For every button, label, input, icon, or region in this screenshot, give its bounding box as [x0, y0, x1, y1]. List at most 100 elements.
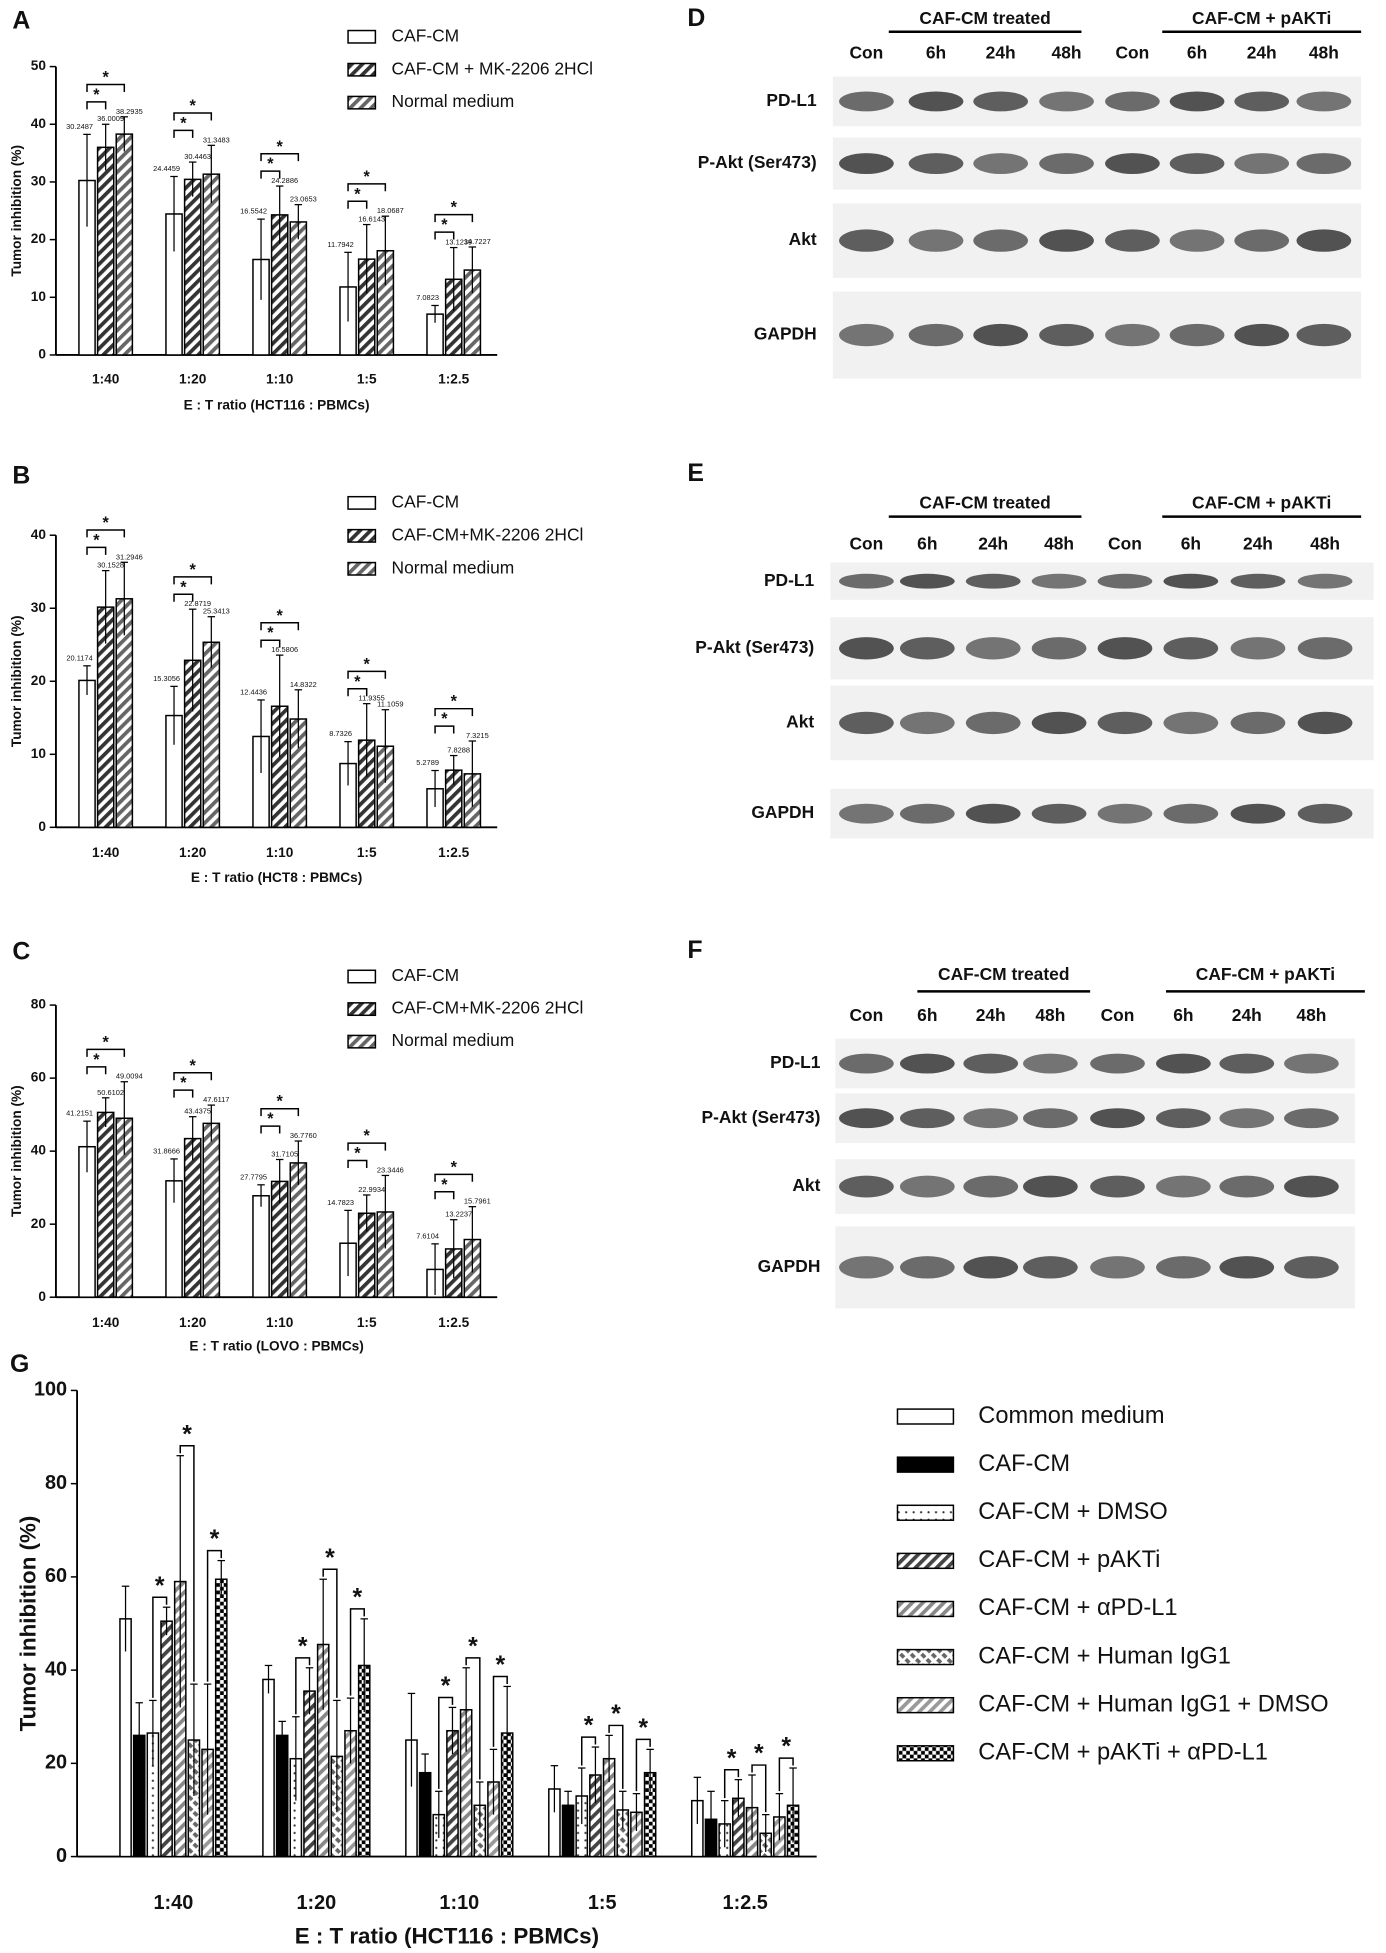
group-label: CAF-CM treated [938, 964, 1069, 984]
legend-label: CAF-CM + MK-2206 2HCl [392, 58, 594, 78]
blot-band [839, 1053, 894, 1074]
y-tick-label: 100 [34, 1379, 67, 1401]
value-label: 20.1174 [66, 653, 92, 662]
y-tick-label: 30 [31, 174, 47, 189]
significance-bracket [347, 687, 368, 697]
blot-band [1234, 229, 1290, 252]
blot-band [908, 229, 964, 252]
value-label: 16.5806 [271, 645, 298, 654]
significance-star: * [103, 514, 110, 532]
blot-band [1284, 1053, 1339, 1074]
significance-star: * [103, 1033, 110, 1051]
significance-star: * [781, 1733, 791, 1761]
significance-bracket [723, 1768, 740, 1799]
significance-star: * [190, 561, 197, 579]
x-tick-label: 1:5 [357, 845, 377, 860]
value-label: 5.2789 [416, 758, 439, 767]
bar [262, 1678, 275, 1858]
row-label: GAPDH [758, 1256, 821, 1276]
significance-bracket [347, 1159, 368, 1168]
blot-band [1297, 637, 1353, 660]
lane-label: 24h [986, 43, 1016, 63]
y-tick-label: 10 [31, 289, 47, 304]
significance-bracket [260, 622, 300, 631]
significance-star: * [180, 114, 187, 132]
lane-label: 24h [1232, 1005, 1262, 1025]
value-label: 23.0653 [290, 195, 317, 204]
blot-band [973, 153, 1029, 174]
blot-band [1169, 229, 1225, 252]
y-tick-label: 10 [31, 746, 47, 761]
significance-bracket [608, 1724, 624, 1789]
value-label: 11.1059 [377, 700, 403, 709]
y-tick-label: 0 [38, 347, 46, 362]
blot-band [965, 573, 1021, 589]
value-label: 23.3446 [377, 1165, 404, 1174]
significance-bracket [434, 707, 474, 717]
panel-label: E [687, 459, 704, 487]
significance-bracket [635, 1738, 651, 1792]
significance-bracket [86, 101, 107, 110]
significance-bracket [86, 1048, 126, 1057]
bar [289, 221, 308, 356]
x-tick-label: 1:5 [357, 371, 377, 386]
value-label: 14.7227 [464, 237, 491, 246]
blot-band [1297, 711, 1353, 735]
significance-star: * [584, 1712, 594, 1740]
x-axis-title: E : T ratio (HCT116 : PBMCs) [295, 1923, 599, 1948]
significance-star: * [451, 1158, 458, 1176]
blot-band [839, 91, 894, 112]
row-label: PD-L1 [766, 90, 817, 110]
legend-swatch [896, 1408, 955, 1425]
group-label: CAF-CM + pAKTi [1192, 493, 1331, 513]
significance-bracket [434, 725, 455, 734]
x-tick-label: 1:10 [266, 1315, 294, 1330]
value-label: 50.6102 [97, 1088, 124, 1097]
significance-star: * [364, 168, 371, 186]
legend-swatch [347, 528, 377, 543]
row-label: GAPDH [751, 802, 814, 822]
lane-label: 6h [917, 1005, 937, 1025]
blot-band [1163, 803, 1219, 824]
row-label: PD-L1 [764, 570, 815, 590]
x-tick-label: 1:5 [588, 1892, 617, 1914]
value-label: 25.3413 [203, 607, 230, 616]
blot-band [1023, 1256, 1078, 1279]
value-label: 14.8322 [290, 680, 317, 689]
legend-swatch [347, 29, 377, 44]
blot-band [1156, 1175, 1211, 1198]
significance-star: * [93, 86, 100, 104]
legend-label: CAF-CM+MK-2206 2HCl [392, 998, 584, 1018]
blot-band [1023, 1175, 1078, 1198]
value-label: 43.4375 [184, 1107, 211, 1116]
row-label: GAPDH [754, 324, 817, 344]
blot-band [1031, 637, 1087, 660]
significance-star: * [277, 138, 284, 156]
value-label: 30.1528 [97, 561, 124, 570]
significance-bracket [86, 1066, 107, 1075]
y-axis-title: Tumor inhibition (%) [16, 1516, 41, 1732]
legend-label: CAF-CM + DMSO [978, 1499, 1168, 1525]
value-label: 22.9934 [358, 1185, 385, 1194]
legend-swatch [896, 1696, 955, 1714]
y-tick-label: 60 [45, 1565, 67, 1587]
value-label: 11.7942 [327, 240, 353, 249]
significance-bracket [86, 529, 126, 538]
significance-star: * [182, 1420, 192, 1448]
significance-bracket [260, 152, 300, 162]
blot-band [965, 711, 1021, 735]
blot-band [1219, 1175, 1275, 1198]
value-label: 31.7105 [271, 1150, 298, 1159]
blot-band [1296, 91, 1352, 112]
legend-label: CAF-CM + Human IgG1 [978, 1643, 1231, 1669]
blot-band [839, 153, 894, 174]
legend-swatch [896, 1600, 955, 1618]
significance-star: * [441, 216, 448, 234]
significance-bracket [179, 1445, 195, 1682]
significance-star: * [267, 155, 274, 173]
significance-bracket [152, 1596, 168, 1698]
significance-bracket [260, 639, 281, 648]
blot-band [1090, 1175, 1145, 1198]
bar [303, 1690, 316, 1858]
value-label: 30.2487 [66, 122, 93, 131]
